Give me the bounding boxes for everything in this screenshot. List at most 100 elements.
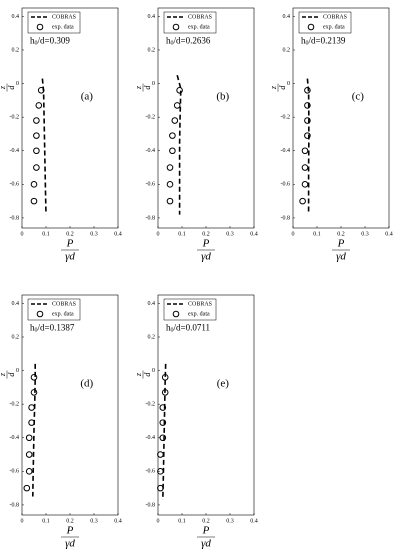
x-label-numerator: P bbox=[202, 525, 210, 537]
y-tick-label: -0.4 bbox=[10, 435, 20, 441]
cobras-line bbox=[41, 78, 47, 215]
y-tick-label: 0 bbox=[152, 368, 155, 374]
data-point bbox=[25, 434, 33, 442]
annotation-base: h bbox=[30, 36, 35, 46]
annotation: h0/d=0.309 bbox=[30, 36, 70, 47]
annotation-text: /d=0.2139 bbox=[309, 36, 346, 46]
legend-label: exp. data bbox=[52, 311, 74, 317]
data-point bbox=[166, 164, 174, 171]
y-tick-label: -0.4 bbox=[281, 148, 291, 154]
chart-panel: 0 0.1 0.2 0.3 0.4 0.4 0.2 0 -0.2 -0.4 -0.6 -0.8 Pγd z… bbox=[0, 7, 122, 263]
legend-label: exp. data bbox=[52, 24, 74, 30]
panel-label: (e) bbox=[217, 378, 230, 390]
data-point bbox=[304, 102, 311, 109]
y-tick-label: -0.8 bbox=[10, 502, 20, 508]
y-tick-label: 0.4 bbox=[12, 14, 20, 20]
data-point bbox=[30, 389, 38, 396]
data-point bbox=[173, 102, 181, 109]
annotation-subscript: 0 bbox=[171, 41, 174, 47]
data-point bbox=[166, 181, 174, 188]
data-point bbox=[157, 468, 164, 475]
y-tick-label: 0.4 bbox=[148, 301, 156, 307]
legend-label: exp. data bbox=[188, 24, 210, 30]
annotation-text: /d=0.309 bbox=[38, 36, 71, 46]
x-tick-label: 0.1 bbox=[178, 231, 186, 237]
data-point bbox=[33, 117, 40, 124]
annotation-base: h bbox=[301, 36, 306, 46]
annotation-subscript: 0 bbox=[171, 328, 174, 334]
annotation-text: /d=0.0711 bbox=[174, 323, 211, 333]
x-tick-label: 0 bbox=[21, 231, 24, 237]
annotation-subscript: 0 bbox=[35, 41, 38, 47]
y-tick-label: -0.6 bbox=[146, 182, 156, 188]
x-tick-label: 0.4 bbox=[250, 518, 258, 524]
x-label-denominator: γd bbox=[201, 538, 211, 550]
x-label-numerator: P bbox=[66, 525, 74, 537]
x-tick-label: 0.4 bbox=[250, 231, 258, 237]
annotation-subscript: 0 bbox=[35, 328, 38, 334]
y-tick-label: -0.4 bbox=[10, 148, 20, 154]
x-tick-label: 0.2 bbox=[66, 231, 74, 237]
y-tick-label: 0.2 bbox=[148, 334, 156, 340]
y-tick-label: 0 bbox=[152, 81, 155, 87]
annotation-text: /d=0.1387 bbox=[38, 323, 75, 333]
y-label-denominator: d bbox=[143, 85, 152, 90]
y-label-denominator: d bbox=[278, 85, 287, 90]
x-tick-label: 0.3 bbox=[361, 231, 369, 237]
legend-label: COBRAS bbox=[188, 14, 212, 20]
data-point bbox=[33, 147, 40, 155]
panel-label: (d) bbox=[80, 378, 93, 390]
y-tick-label: -0.6 bbox=[10, 182, 20, 188]
data-point bbox=[161, 373, 169, 381]
y-tick-label: 0.2 bbox=[12, 334, 20, 340]
y-tick-label: -0.8 bbox=[10, 215, 20, 221]
panel-label: (c) bbox=[352, 91, 365, 103]
chart-panel: 0 0.1 0.2 0.3 0.4 0.4 0.2 0 -0.2 -0.4 -0.6 -0.8 Pγd z… bbox=[134, 294, 258, 550]
data-point bbox=[301, 164, 309, 171]
data-point bbox=[157, 484, 164, 492]
y-tick-label: 0.2 bbox=[12, 47, 20, 53]
y-tick-label: 0.2 bbox=[283, 47, 291, 53]
y-tick-label: -0.2 bbox=[10, 402, 20, 408]
data-point bbox=[301, 147, 309, 155]
y-tick-label: 0 bbox=[287, 81, 290, 87]
x-label-numerator: P bbox=[202, 238, 210, 250]
x-label-numerator: P bbox=[66, 238, 74, 250]
y-tick-label: -0.4 bbox=[146, 148, 156, 154]
legend-swatch bbox=[172, 310, 180, 318]
x-tick-label: 0 bbox=[21, 518, 24, 524]
panel-label: (a) bbox=[81, 91, 94, 103]
y-label-denominator: d bbox=[7, 372, 16, 377]
y-label: zd bbox=[0, 83, 16, 92]
y-tick-label: 0 bbox=[16, 368, 19, 374]
y-label-numerator: z bbox=[0, 85, 7, 90]
data-point bbox=[299, 197, 306, 205]
data-point bbox=[157, 451, 164, 458]
y-tick-label: -0.8 bbox=[146, 502, 156, 508]
data-point bbox=[301, 181, 309, 188]
data-point bbox=[159, 434, 167, 442]
data-point bbox=[28, 404, 35, 411]
legend-swatch bbox=[172, 23, 180, 31]
data-point bbox=[35, 102, 43, 109]
x-label-denominator: γd bbox=[336, 251, 346, 263]
legend-swatch bbox=[307, 23, 315, 31]
y-tick-label: -0.6 bbox=[10, 469, 20, 475]
x-tick-label: 0.1 bbox=[42, 231, 50, 237]
x-tick-label: 0.4 bbox=[114, 518, 122, 524]
x-tick-label: 0.3 bbox=[226, 231, 234, 237]
x-tick-label: 0.4 bbox=[385, 231, 393, 237]
x-tick-label: 0.2 bbox=[337, 231, 345, 237]
y-label-denominator: d bbox=[7, 85, 16, 90]
y-tick-label: 0.2 bbox=[148, 47, 156, 53]
x-tick-label: 0 bbox=[292, 231, 295, 237]
annotation: h0/d=0.0711 bbox=[166, 323, 210, 334]
panel-label: (b) bbox=[216, 91, 229, 103]
data-point bbox=[30, 181, 38, 188]
data-point bbox=[25, 451, 33, 458]
data-point bbox=[166, 197, 174, 205]
